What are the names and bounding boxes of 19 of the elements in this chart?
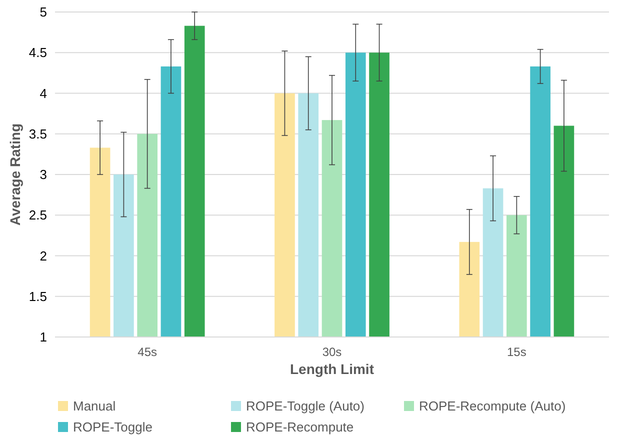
y-tick-label: 3 (40, 167, 47, 182)
y-tick-label: 2.5 (28, 208, 47, 223)
x-tick-label: 45s (138, 345, 158, 359)
legend-label: Manual (73, 398, 116, 414)
x-tick-label: 15s (506, 345, 526, 359)
legend-label: ROPE-Toggle (Auto) (246, 398, 364, 414)
x-axis-title: Length Limit (290, 361, 374, 377)
legend-label: ROPE-Recompute (246, 420, 354, 435)
y-tick-label: 2 (40, 248, 47, 264)
legend-label: ROPE-Recompute (Auto) (419, 398, 566, 414)
y-tick-label: 1.5 (28, 288, 47, 304)
y-tick-label: 3.5 (28, 126, 47, 142)
y-tick-label: 4 (40, 86, 47, 101)
y-axis-title: Average Rating (7, 123, 23, 226)
y-tick-label: 1 (40, 330, 47, 345)
y-tick-label: 5 (40, 4, 47, 20)
legend-label: ROPE-Toggle (73, 420, 152, 435)
y-tick-label: 4.5 (28, 45, 47, 60)
x-tick-label: 30s (322, 345, 342, 359)
